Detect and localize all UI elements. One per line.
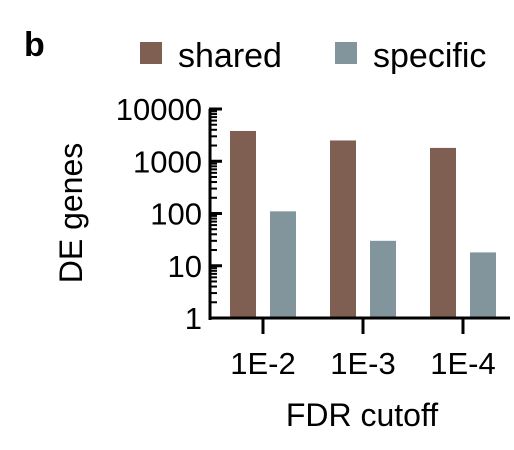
bar-specific-1E-4: [470, 252, 496, 318]
y-axis: 1 10 100 1000 10000: [116, 92, 222, 336]
x-axis-title: FDR cutoff: [286, 397, 438, 433]
bar-shared-1E-2: [230, 130, 256, 318]
y-tick-label: 1000: [133, 144, 202, 179]
bar-specific-1E-3: [370, 240, 396, 318]
y-tick-label: 10000: [116, 92, 202, 127]
y-tick-label: 1: [185, 301, 202, 336]
bar-shared-1E-4: [430, 147, 456, 318]
x-tick-label: 1E-3: [330, 346, 395, 381]
legend-swatch-shared: [140, 42, 162, 64]
x-tick-label: 1E-2: [230, 346, 295, 381]
legend-swatch-specific: [335, 42, 357, 64]
bars-group: [230, 130, 496, 318]
y-axis-title: DE genes: [53, 143, 89, 284]
y-tick-label: 100: [150, 197, 202, 232]
legend-label-shared: shared: [178, 37, 282, 75]
bar-specific-1E-2: [270, 211, 296, 318]
x-tick-label: 1E-4: [430, 346, 495, 381]
legend: shared specific: [140, 37, 486, 75]
panel-label: b: [24, 26, 45, 64]
x-axis: 1E-2 1E-3 1E-4: [209, 316, 510, 381]
legend-label-specific: specific: [373, 37, 486, 75]
bar-shared-1E-3: [330, 140, 356, 318]
y-tick-label: 10: [168, 249, 202, 284]
